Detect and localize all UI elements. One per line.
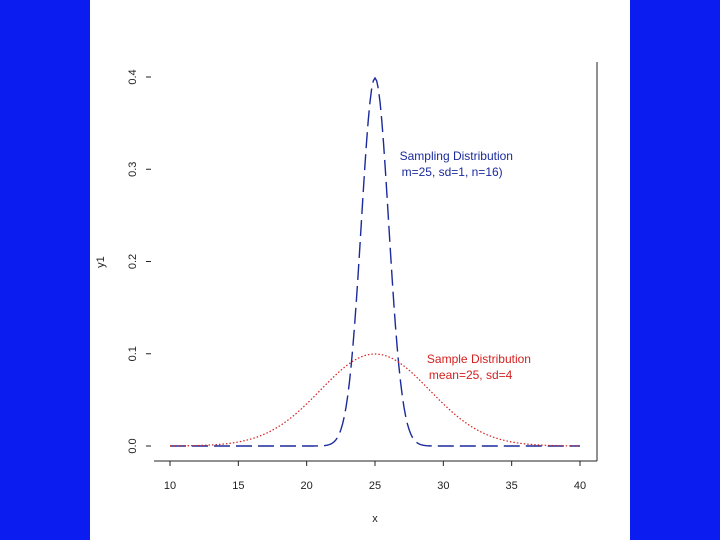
- x-tick-label-0: 10: [164, 480, 176, 492]
- x-tick-label-2: 20: [301, 480, 313, 492]
- x-tick-label-3: 25: [369, 480, 381, 492]
- annotation-1-line-0: Sample Distribution: [427, 352, 531, 366]
- axes: 10 15 20 25 30 35 40 0.0 0.1 0.2 0.3 0.4: [127, 62, 598, 492]
- x-tick-label-1: 15: [232, 480, 244, 492]
- x-tick-label-4: 30: [437, 480, 449, 492]
- annotations: Sampling Distribution m=25, sd=1, n=16)Sa…: [400, 149, 531, 382]
- annotation-0-line-1: m=25, sd=1, n=16): [402, 165, 503, 179]
- series-line-1: [169, 353, 581, 447]
- x-tick-label-6: 40: [574, 480, 586, 492]
- annotation-0: Sampling Distribution m=25, sd=1, n=16): [400, 149, 513, 179]
- y-tick-label-2: 0.2: [127, 254, 139, 269]
- series-layer: [169, 76, 581, 447]
- distribution-chart: 10 15 20 25 30 35 40 0.0 0.1 0.2 0.3 0.4 Sampling D…: [95, 62, 598, 525]
- x-axis-label: x: [372, 513, 378, 525]
- annotation-1: Sample Distribution mean=25, sd=4: [427, 352, 531, 382]
- y-axis-label: y1: [95, 256, 107, 268]
- y-tick-label-0: 0.0: [127, 438, 139, 453]
- annotation-0-line-0: Sampling Distribution: [400, 149, 513, 163]
- y-tick-label-4: 0.4: [127, 69, 139, 84]
- x-tick-label-5: 35: [506, 480, 518, 492]
- series-line-0: [170, 76, 580, 447]
- annotation-1-line-1: mean=25, sd=4: [429, 368, 513, 382]
- y-tick-label-1: 0.1: [127, 346, 139, 361]
- slide: 10 15 20 25 30 35 40 0.0 0.1 0.2 0.3 0.4 Sampling D…: [90, 0, 630, 540]
- y-tick-label-3: 0.3: [127, 162, 139, 177]
